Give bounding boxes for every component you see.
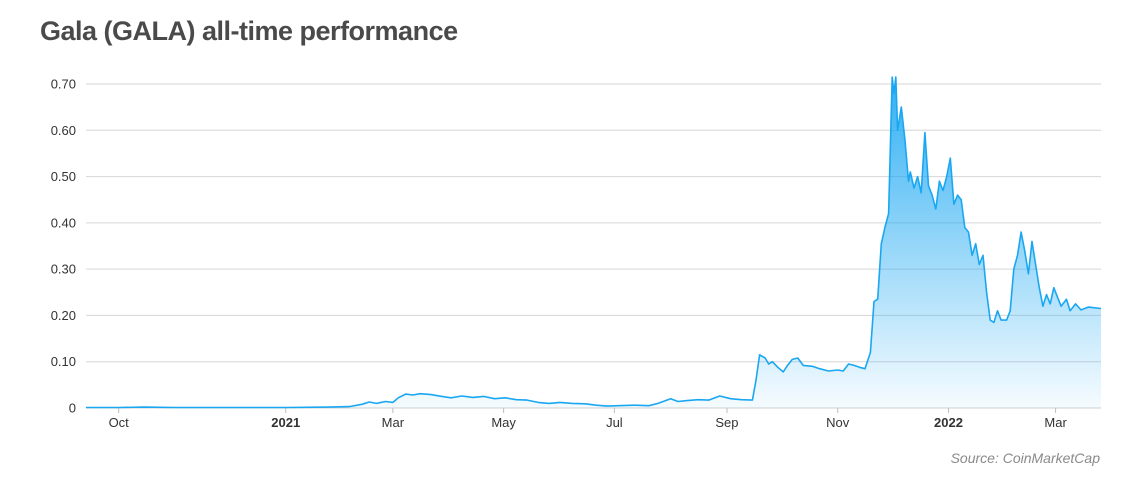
series-line [86,76,1102,409]
x-tick-label: 2022 [934,415,963,430]
x-tick-label: Mar [1044,415,1067,430]
x-tick-label: May [491,415,516,430]
y-tick-label: 0.50 [51,169,76,184]
x-tick-label: Nov [826,415,850,430]
y-tick-label: 0.40 [51,215,76,230]
series-area-fill [86,77,1101,408]
x-tick-label: Oct [109,415,130,430]
y-axis: 0 0.10 0.20 0.30 0.40 0.50 0.60 0.70 [51,77,76,416]
y-tick-label: 0.20 [51,308,76,323]
x-tick-label: 2021 [271,415,300,430]
x-tick-label: Sep [715,415,738,430]
y-tick-label: 0.60 [51,123,76,138]
y-tick-label: 0 [69,401,76,416]
y-tick-label: 0.70 [51,77,76,92]
x-tick-label: Mar [382,415,405,430]
y-tick-label: 0.30 [51,262,76,277]
x-tick-label: Jul [606,415,623,430]
y-tick-label: 0.10 [51,354,76,369]
source-note: Source: CoinMarketCap [950,450,1100,466]
x-axis: Oct 2021 Mar May Jul Sep Nov 2022 Mar [86,407,1101,430]
chart-title: Gala (GALA) all-time performance [40,16,458,46]
